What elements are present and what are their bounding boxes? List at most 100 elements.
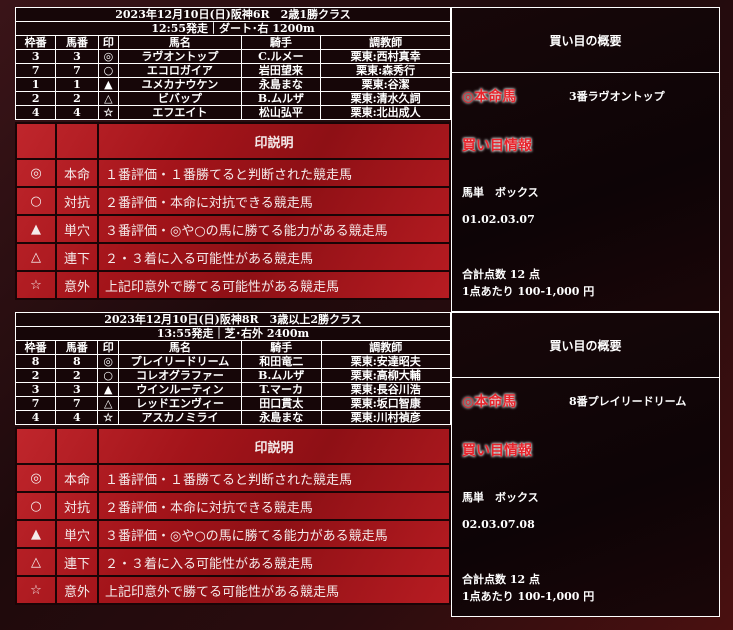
cell: ▲ [97, 77, 120, 92]
cell: ☆ [97, 105, 120, 120]
column-header: 印 [97, 340, 119, 355]
mark-icon: ○ [15, 491, 57, 521]
honmei-horse: 8番プレイリードリーム [569, 395, 687, 408]
cell: B.ムルザ [240, 368, 322, 383]
legend-desc: ２・３着に入る可能性がある競走馬 [97, 242, 451, 272]
race-table: 2023年12月10日(日)阪神8R 3歳以上2勝クラス 13:55発走｜芝･右外… [14, 312, 452, 425]
cell: 7 [55, 63, 99, 78]
column-header: 枠番 [14, 340, 57, 355]
mark-icon: ☆ [15, 575, 57, 605]
cell: 栗東:清水久詞 [320, 91, 451, 106]
cell: 岩田望来 [240, 63, 322, 78]
cell: 3 [14, 382, 57, 397]
cell: 栗東:谷潔 [320, 77, 451, 92]
cell: 永島まな [240, 77, 322, 92]
race-title-row: 2023年12月10日(日)阪神6R 2歳1勝クラス [15, 7, 451, 22]
legend-key: 対抗 [55, 491, 99, 521]
cell: アスカノミライ [118, 410, 242, 425]
cell: 栗東:高柳大輔 [320, 368, 452, 383]
total-points: 合計点数 12 点 [462, 573, 540, 586]
legend-desc: 上記印意外で勝てる可能性がある競走馬 [97, 270, 451, 300]
race-left: 2023年12月10日(日)阪神6R 2歳1勝クラス 12:55発走｜ダート･右 … [14, 7, 451, 312]
table-row[interactable]: 3 3 ◎ ラヴオントップ C.ルメー 栗東:西村真幸 [14, 49, 451, 64]
table-row[interactable]: 4 4 ☆ アスカノミライ 永島まな 栗東:川村禎彦 [14, 410, 452, 425]
race-info: 12:55発走｜ダート･右 1200m [15, 21, 451, 36]
cell: 1 [14, 77, 57, 92]
honmei-label: ◎本命馬 [462, 394, 517, 410]
column-header: 枠番 [14, 35, 57, 50]
cell: ビバップ [118, 91, 242, 106]
legend-row: ○ 対抗 ２番評価・本命に対抗できる競走馬 [15, 491, 451, 521]
legend-row: ▲ 単穴 ３番評価・◎や○の馬に勝てる能力がある競走馬 [15, 519, 451, 549]
cell: レッドエンヴィー [118, 396, 242, 411]
table-row[interactable]: 8 8 ◎ プレイリードリーム 和田竜二 栗東:安達昭夫 [14, 354, 452, 369]
legend-row: ◎ 本命 １番評価・１番勝てると判断された競走馬 [15, 463, 451, 493]
cell: 3 [55, 49, 99, 64]
legend-key: 意外 [55, 270, 99, 300]
legend-table: 印説明 ◎ 本命 １番評価・１番勝てると判断された競走馬 ○ 対抗 ２番評価・本命に対抗でき… [15, 427, 451, 605]
legend-desc: ３番評価・◎や○の馬に勝てる能力がある競走馬 [97, 214, 451, 244]
cell: 2 [55, 91, 99, 106]
table-row[interactable]: 1 1 ▲ ユメカナウケン 永島まな 栗東:谷潔 [14, 77, 451, 92]
cell: 栗東:西村真幸 [320, 49, 451, 64]
race-info-row: 13:55発走｜芝･右外 2400m [15, 326, 451, 341]
mark-icon: ▲ [15, 214, 57, 244]
summary-header: 買い目の概要 [452, 313, 719, 378]
mark-icon: ◎ [15, 463, 57, 493]
cell: ☆ [97, 410, 119, 425]
legend-desc: ２番評価・本命に対抗できる競走馬 [97, 186, 451, 216]
cell: 7 [14, 63, 57, 78]
blank [55, 122, 99, 160]
cell: T.マーカ [240, 382, 322, 397]
legend-header: 印説明 [15, 122, 451, 160]
cell: 栗東:長谷川浩 [320, 382, 452, 397]
race-left: 2023年12月10日(日)阪神8R 3歳以上2勝クラス 13:55発走｜芝･右外… [14, 312, 452, 617]
table-row[interactable]: 7 7 ○ エコロガイア 岩田望来 栗東:森秀行 [14, 63, 451, 78]
table-row[interactable]: 7 7 △ レッドエンヴィー 田口貫太 栗東:坂口智康 [14, 396, 452, 411]
cell: 栗東:森秀行 [320, 63, 451, 78]
column-header: 馬番 [55, 35, 99, 50]
cell: B.ムルザ [240, 91, 322, 106]
legend-row: △ 連下 ２・３着に入る可能性がある競走馬 [15, 547, 451, 577]
table-row[interactable]: 3 3 ▲ ウインルーティン T.マーカ 栗東:長谷川浩 [14, 382, 452, 397]
race-block: 2023年12月10日(日)阪神8R 3歳以上2勝クラス 13:55発走｜芝･右外… [14, 312, 720, 617]
legend-row: ◎ 本命 １番評価・１番勝てると判断された競走馬 [15, 158, 451, 188]
legend-desc: ３番評価・◎や○の馬に勝てる能力がある競走馬 [97, 519, 451, 549]
table-row[interactable]: 4 4 ☆ エフエイト 松山弘平 栗東:北出成人 [14, 105, 451, 120]
table-row[interactable]: 2 2 ○ コレオグラファー B.ムルザ 栗東:高柳大輔 [14, 368, 452, 383]
cell: 7 [14, 396, 57, 411]
summary-panel: 買い目の概要 ◎本命馬 8番プレイリードリーム 買い目情報 馬単 ボックス 02.03.0… [451, 312, 720, 617]
bet-numbers: 01.02.03.07 [462, 213, 535, 226]
column-header: 馬名 [118, 35, 242, 50]
buy-info-label: 買い目情報 [462, 138, 532, 154]
mark-icon: △ [15, 242, 57, 272]
cell: 栗東:川村禎彦 [320, 410, 452, 425]
cell: 田口貫太 [240, 396, 322, 411]
legend-key: 意外 [55, 575, 99, 605]
table-row[interactable]: 2 2 △ ビバップ B.ムルザ 栗東:清水久詞 [14, 91, 451, 106]
mark-icon: ☆ [15, 270, 57, 300]
race-title: 2023年12月10日(日)阪神6R 2歳1勝クラス [15, 7, 451, 22]
cell: 3 [14, 49, 57, 64]
legend-row: ☆ 意外 上記印意外で勝てる可能性がある競走馬 [15, 270, 451, 300]
legend-key: 本命 [55, 158, 99, 188]
legend-row: △ 連下 ２・３着に入る可能性がある競走馬 [15, 242, 451, 272]
legend-desc: ２・３着に入る可能性がある競走馬 [97, 547, 451, 577]
race-block: 2023年12月10日(日)阪神6R 2歳1勝クラス 12:55発走｜ダート･右 … [14, 7, 720, 312]
legend-title: 印説明 [97, 122, 451, 160]
mark-icon: ▲ [15, 519, 57, 549]
legend-key: 連下 [55, 547, 99, 577]
total-points: 合計点数 12 点 [462, 268, 540, 281]
header-row: 枠番 馬番印馬名 騎手 調教師 [14, 35, 451, 50]
race-title: 2023年12月10日(日)阪神8R 3歳以上2勝クラス [15, 312, 451, 327]
race-title-row: 2023年12月10日(日)阪神8R 3歳以上2勝クラス [15, 312, 451, 327]
cell: 松山弘平 [240, 105, 322, 120]
cell: ▲ [97, 382, 119, 397]
cell: エコロガイア [118, 63, 242, 78]
bet-type: 馬単 ボックス [462, 186, 539, 199]
race-info-row: 12:55発走｜ダート･右 1200m [15, 21, 451, 36]
honmei-horse: 3番ラヴオントップ [569, 90, 665, 103]
blank [15, 122, 57, 160]
per-point-amount: 1点あたり 100-1,000 円 [462, 590, 595, 603]
cell: ◎ [97, 49, 120, 64]
